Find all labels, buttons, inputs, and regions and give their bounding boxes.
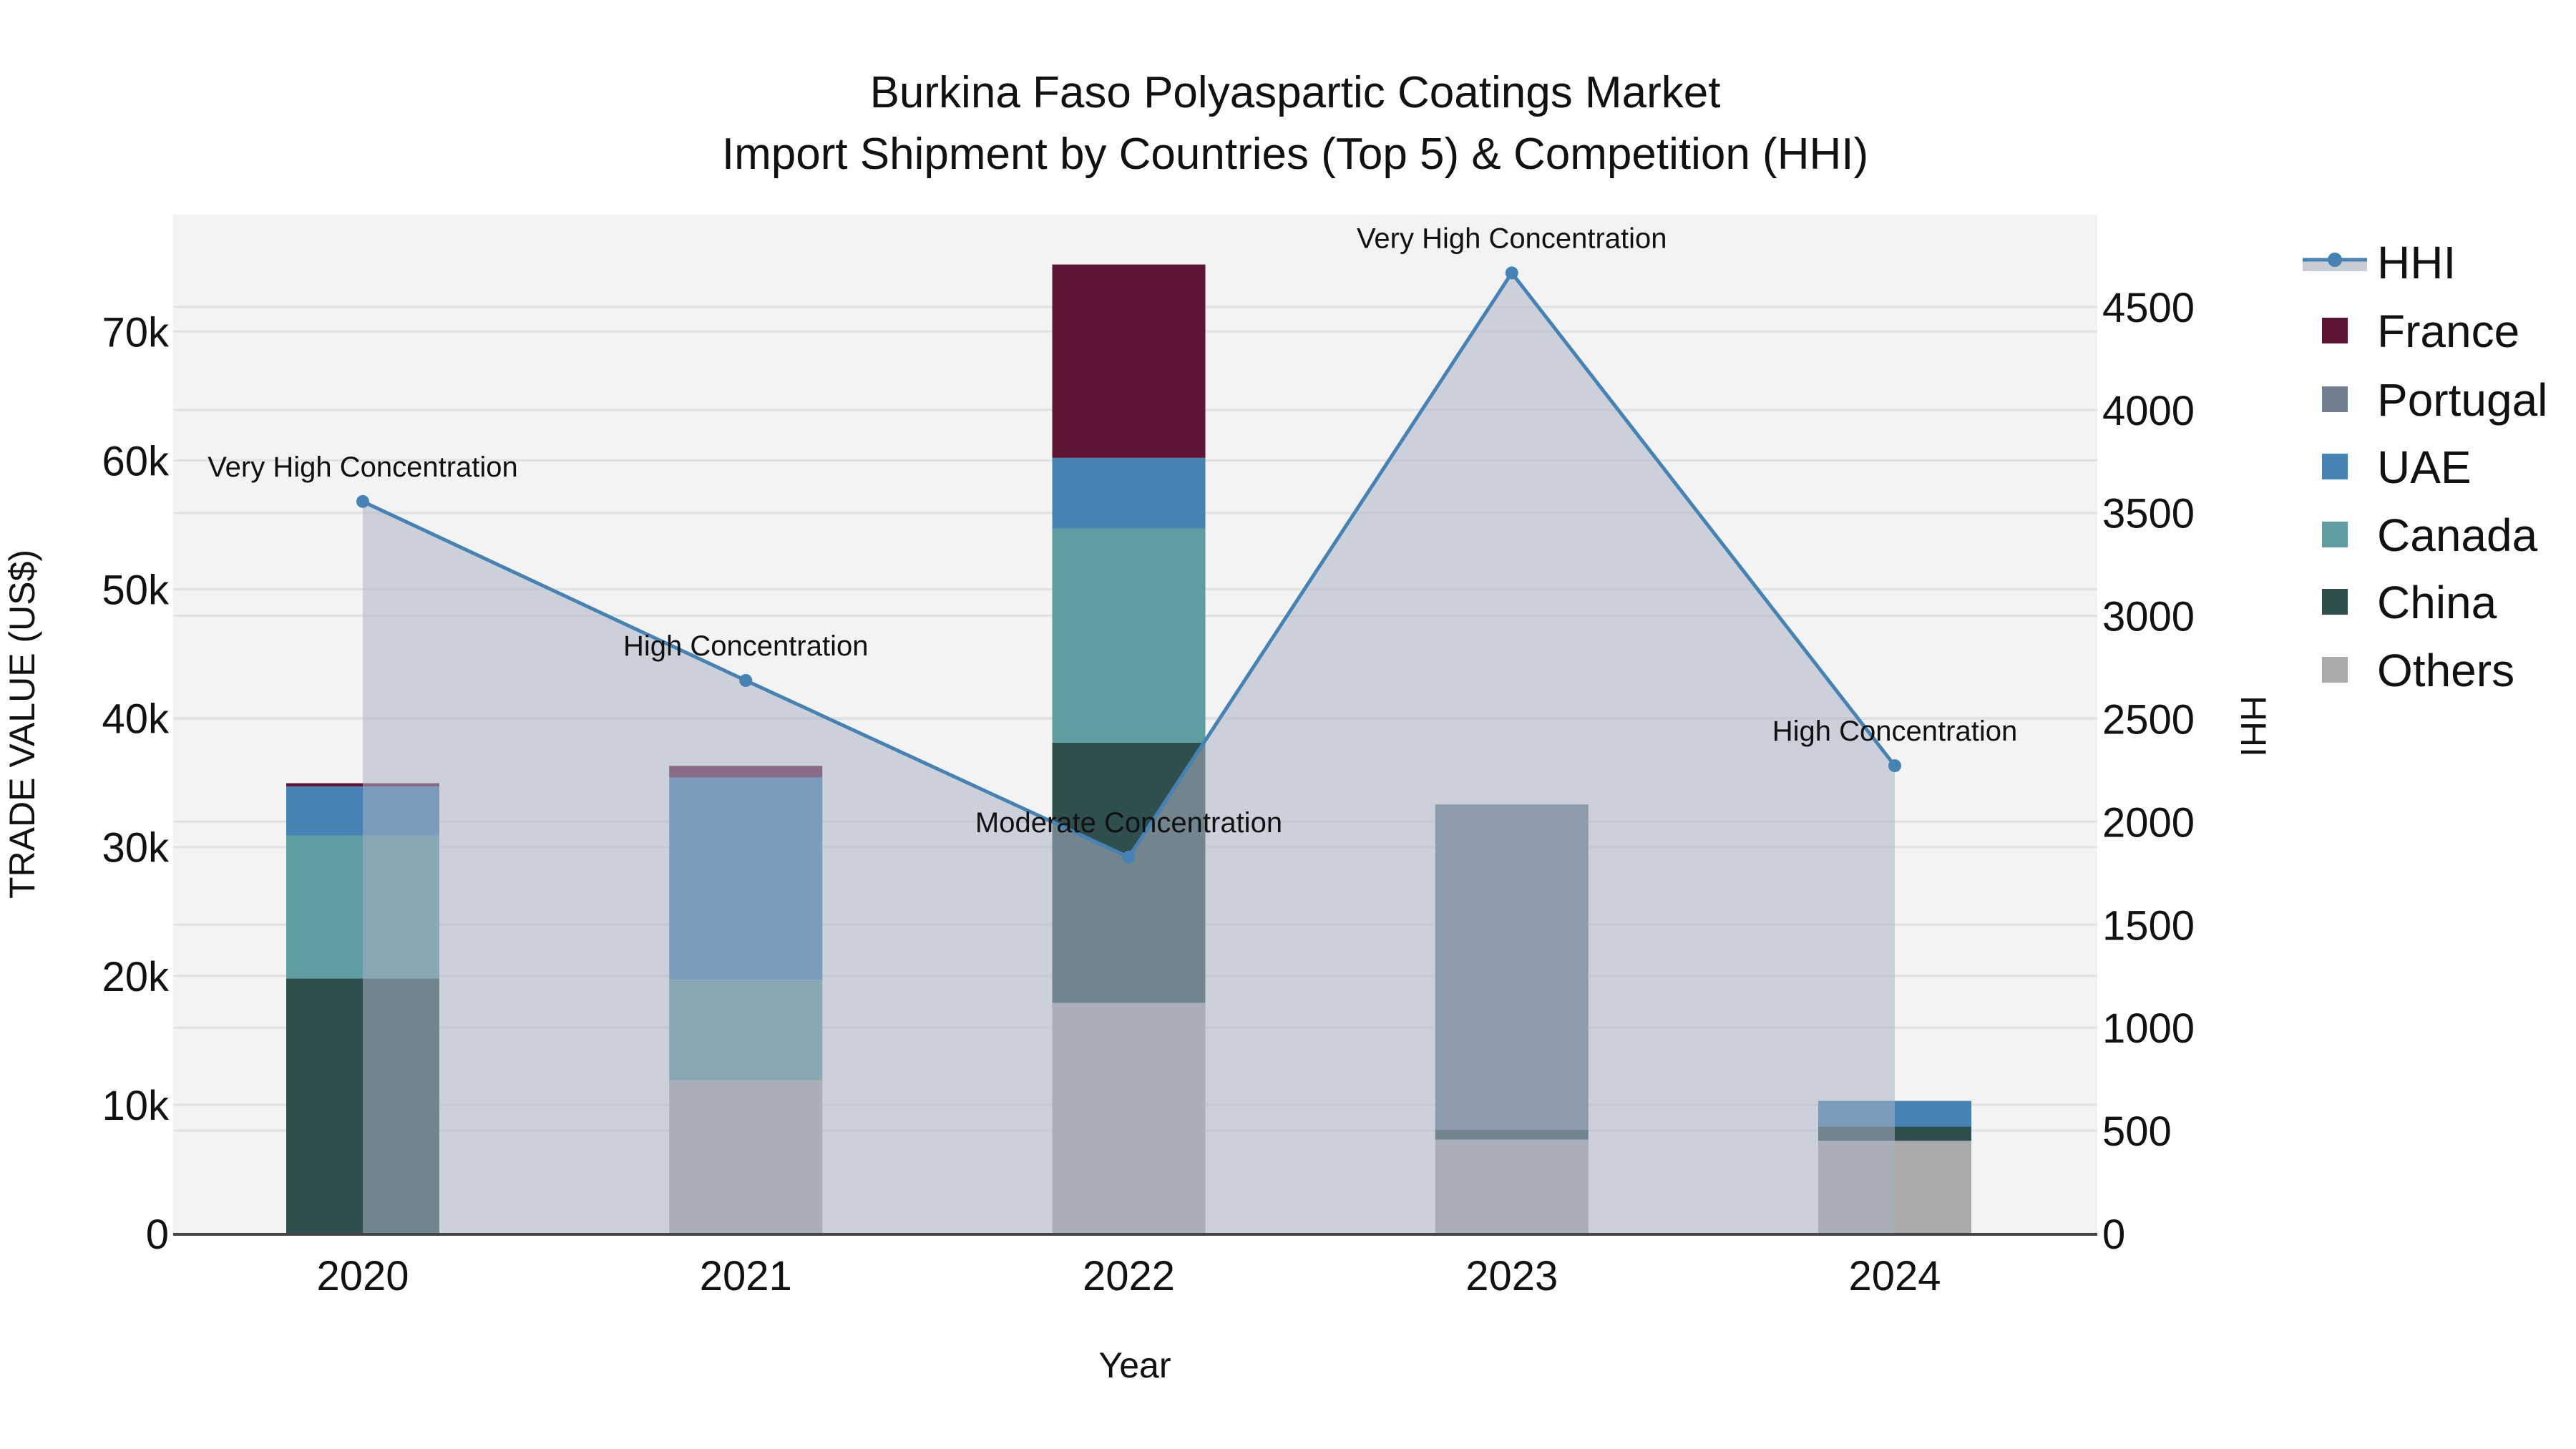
legend-item-uae[interactable]: UAE [2322,441,2472,493]
y-right-tick-label: 2500 [2102,697,2195,743]
y-right-tick-label: 0 [2102,1211,2125,1258]
x-axis-ticks: 2020 2021 2022 2023 2024 [316,1253,1941,1299]
x-tick-label-2021: 2021 [700,1253,792,1299]
legend: HHI France Portugal UAE Canada China Others [2303,237,2547,696]
legend-label: HHI [2377,237,2456,288]
hhi-point-2024[interactable] [1888,759,1901,773]
y-right-tick-label: 3500 [2102,491,2195,537]
legend-label: Canada [2377,509,2538,561]
legend-label: China [2377,577,2497,628]
y-right-tick-label: 1500 [2102,902,2195,949]
legend-item-hhi[interactable]: HHI [2303,237,2456,288]
y-left-tick-label: 30k [102,825,170,872]
legend-label: UAE [2377,441,2472,493]
hhi-annotation-2020: Very High Concentration [208,452,518,483]
left-axis-ticks: 0 10k 20k 30k 40k 50k 60k 70k [102,309,170,1258]
y-left-tick-label: 10k [102,1083,170,1129]
y-left-tick-label: 50k [102,567,170,614]
bar-segment-france-2022 [1052,264,1206,458]
legend-item-portugal[interactable]: Portugal [2322,374,2547,426]
y-right-tick-label: 2000 [2102,799,2195,846]
legend-item-others[interactable]: Others [2322,645,2514,696]
legend-item-canada[interactable]: Canada [2322,509,2538,561]
chart-title-line1: Burkina Faso Polyaspartic Coatings Marke… [870,68,1721,117]
x-tick-label-2020: 2020 [316,1253,409,1299]
hhi-annotation-2024: High Concentration [1772,716,2017,747]
legend-item-france[interactable]: France [2322,306,2519,357]
y-right-tick-label: 4500 [2102,285,2195,331]
y-right-axis-title: HHI [2233,696,2273,757]
y-right-tick-label: 3000 [2102,594,2195,640]
hhi-annotation-2023: Very High Concentration [1357,223,1667,254]
hhi-annotation-2022: Moderate Concentration [975,807,1282,839]
y-right-tick-label: 4000 [2102,388,2195,434]
y-left-tick-label: 0 [146,1211,169,1258]
bar-segment-canada-2022 [1052,528,1206,743]
hhi-annotations: Very High Concentration High Concentratio… [208,223,2017,838]
x-tick-label-2023: 2023 [1465,1253,1558,1299]
y-right-tick-label: 500 [2102,1108,2172,1155]
legend-label: France [2377,306,2519,357]
hhi-point-2023[interactable] [1505,266,1518,280]
y-left-tick-label: 40k [102,696,170,743]
y-left-tick-label: 20k [102,954,170,1000]
chart-title-line2: Import Shipment by Countries (Top 5) & C… [722,130,1868,179]
legend-label: Portugal [2377,374,2547,426]
hhi-point-2021[interactable] [739,673,753,687]
x-tick-label-2022: 2022 [1083,1253,1175,1299]
hhi-area [363,273,1895,1234]
hhi-line [356,266,1901,864]
hhi-annotation-2021: High Concentration [623,630,868,662]
y-left-axis-title: TRADE VALUE (US$) [2,550,42,899]
y-right-tick-label: 1000 [2102,1005,2195,1052]
hhi-point-2022[interactable] [1122,850,1136,864]
right-axis-ticks: 0 500 1000 1500 2000 2500 3000 3500 4000 4500 [2102,285,2195,1258]
hhi-point-2020[interactable] [356,494,369,508]
legend-label: Others [2377,645,2514,696]
bar-segment-uae-2022 [1052,457,1206,529]
y-left-tick-label: 60k [102,438,170,484]
y-left-tick-label: 70k [102,309,170,356]
x-axis-title: Year [1098,1345,1171,1385]
legend-item-china[interactable]: China [2322,577,2497,628]
x-tick-label-2024: 2024 [1848,1253,1941,1299]
